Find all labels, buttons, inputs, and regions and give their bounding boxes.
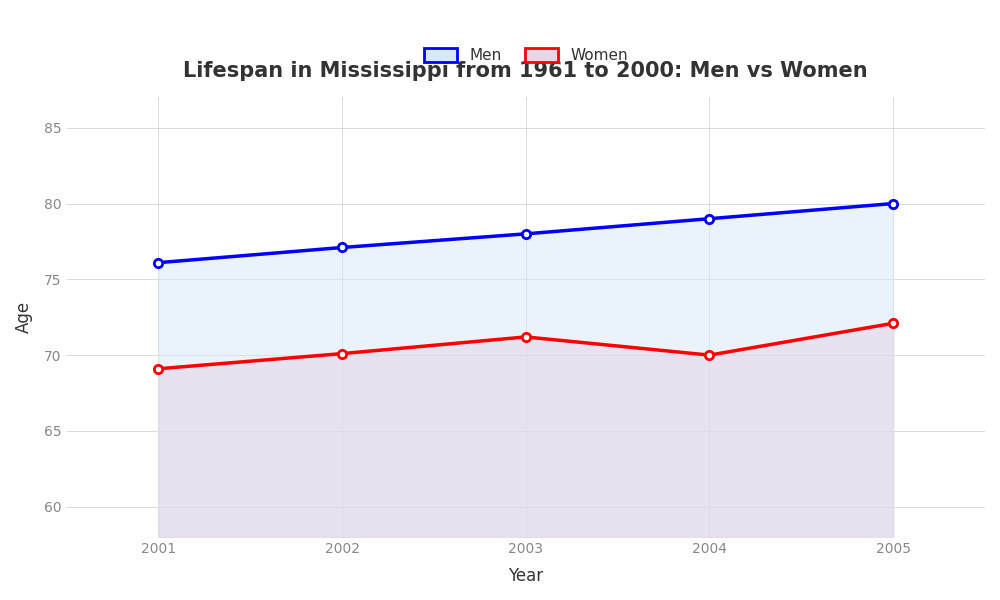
Title: Lifespan in Mississippi from 1961 to 2000: Men vs Women: Lifespan in Mississippi from 1961 to 200… xyxy=(183,61,868,80)
X-axis label: Year: Year xyxy=(508,567,543,585)
Legend: Men, Women: Men, Women xyxy=(424,48,628,63)
Y-axis label: Age: Age xyxy=(15,301,33,333)
